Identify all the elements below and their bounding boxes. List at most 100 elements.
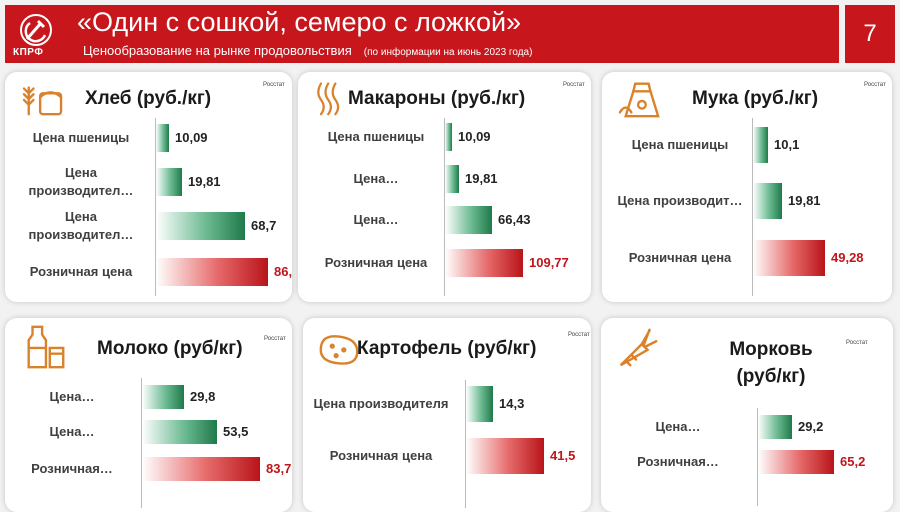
bar-row: Цена пшеницы 10,1 xyxy=(602,120,892,170)
bar-value: 41,5 xyxy=(550,448,576,463)
bar-row: Цена… 29,8 xyxy=(5,382,292,412)
chart-axis xyxy=(465,380,466,508)
card-milk: Молоко (руб/кг) Росстат Цена… 29,8 Цена… 53… xyxy=(5,318,292,512)
chart-axis xyxy=(444,118,445,296)
price-bar xyxy=(753,127,768,163)
source-label: Росстат xyxy=(563,82,585,88)
card-title: Мука (руб./кг) xyxy=(692,88,819,109)
bar-row: Цена пшеницы 10,09 xyxy=(5,118,292,158)
potato-icon xyxy=(319,335,359,365)
bar-value: 109,77 xyxy=(529,255,569,270)
card-title: Картофель (руб/кг) xyxy=(357,338,537,359)
source-label: Росстат xyxy=(846,340,868,346)
price-bar xyxy=(445,165,459,193)
carrot-icon xyxy=(619,328,658,367)
chart-axis xyxy=(141,378,142,508)
bar-label: Цена… xyxy=(353,171,399,186)
bar-label: Цена производителя xyxy=(313,396,449,411)
retail-price-bar xyxy=(156,258,268,286)
retail-price-bar xyxy=(466,438,544,474)
bar-row: Цена… 53,5 xyxy=(5,416,292,448)
retail-price-bar xyxy=(753,240,825,276)
chart-axis xyxy=(757,408,758,506)
bar-value: 19,81 xyxy=(188,174,221,189)
bar-row: Розничная… 65,2 xyxy=(601,448,893,476)
bar-value: 86,1 xyxy=(274,264,292,279)
source-label: Росстат xyxy=(568,332,590,338)
bar-row: Цена производител… 68,7 xyxy=(5,206,292,246)
bar-label: Розничная цена xyxy=(324,255,428,270)
bar-value: 68,7 xyxy=(251,218,277,233)
price-bar xyxy=(156,124,169,152)
bar-label: Цена пшеницы xyxy=(631,137,729,152)
card-title: Макароны (руб./кг) xyxy=(348,88,526,109)
bar-value: 19,81 xyxy=(465,171,498,186)
bar-label: Цена производител… xyxy=(28,209,134,242)
bar-row: Розничная цена 41,5 xyxy=(303,434,591,478)
card-title: Молоко (руб/кг) xyxy=(97,338,243,359)
price-bar xyxy=(142,385,184,409)
bar-row: Цена… 29,2 xyxy=(601,414,893,440)
bar-row: Розничная цена 86,1 xyxy=(5,252,292,292)
bar-label: Цена пшеницы xyxy=(32,130,130,145)
bread-icon xyxy=(22,86,63,116)
milk-icon xyxy=(27,325,65,369)
price-bar xyxy=(466,386,493,422)
source-label: Росстат xyxy=(263,82,285,88)
bar-row: Розничная… 83,7 xyxy=(5,452,292,486)
flour-icon xyxy=(618,82,660,118)
bar-value: 49,28 xyxy=(831,250,864,265)
bar-value: 65,2 xyxy=(840,454,866,469)
retail-price-bar xyxy=(445,249,523,277)
bar-value: 10,09 xyxy=(175,130,208,145)
price-bar xyxy=(156,212,245,240)
bar-row: Цена производител… 19,81 xyxy=(5,162,292,202)
page-subtitle: Ценообразование на рынке продовольствия (… xyxy=(83,43,532,58)
bar-label: Цена… xyxy=(655,419,701,434)
bar-row: Цена производителя 14,3 xyxy=(303,382,591,426)
bar-label: Цена пшеницы xyxy=(327,129,425,144)
price-bar xyxy=(142,420,217,444)
bar-label: Розничная цена xyxy=(628,250,732,265)
subtitle-note: (по информации на июнь 2023 года) xyxy=(363,47,533,58)
chart-axis xyxy=(155,118,156,296)
bar-value: 29,8 xyxy=(190,389,216,404)
card-flour: Мука (руб./кг) Росстат Цена пшеницы 10,1 Ц… xyxy=(602,72,892,302)
bar-row: Цена… 66,43 xyxy=(298,200,591,240)
bar-value: 19,81 xyxy=(788,193,821,208)
pasta-icon xyxy=(317,82,340,116)
bar-row: Розничная цена 109,77 xyxy=(298,242,591,284)
chart-axis xyxy=(752,118,753,296)
bar-row: Розничная цена 49,28 xyxy=(602,232,892,284)
bar-value: 14,3 xyxy=(499,396,525,411)
retail-price-bar xyxy=(758,450,834,474)
bar-label: Розничная… xyxy=(637,454,719,469)
bar-value: 83,7 xyxy=(266,461,292,476)
subtitle-text: Ценообразование на рынке продовольствия xyxy=(83,43,352,58)
source-label: Росстат xyxy=(864,82,886,88)
bar-label: Цена… xyxy=(353,212,399,227)
bar-value: 10,1 xyxy=(774,137,800,152)
bar-label: Цена… xyxy=(49,424,95,439)
card-title: Морковь (руб/кг) xyxy=(729,339,813,387)
bar-row: Цена… 19,81 xyxy=(298,160,591,198)
bar-label: Розничная… xyxy=(31,461,113,476)
retail-price-bar xyxy=(142,457,260,481)
bar-label: Розничная цена xyxy=(329,448,433,463)
bar-value: 53,5 xyxy=(223,424,249,439)
price-bar xyxy=(445,206,492,234)
bar-label: Розничная цена xyxy=(29,264,133,279)
card-title: Хлеб (руб./кг) xyxy=(85,88,212,109)
bar-value: 10,09 xyxy=(458,129,491,144)
bar-label: Цена производител… xyxy=(28,165,134,198)
price-bar xyxy=(156,168,182,196)
header-banner: КПРФ «Один с сошкой, семеро с ложкой» Це… xyxy=(5,5,839,63)
card-bread: Хлеб (руб./кг) Росстат Цена пшеницы 10,09… xyxy=(5,72,292,302)
bar-row: Цена производит… 19,81 xyxy=(602,176,892,226)
party-logo-text: КПРФ xyxy=(13,47,44,58)
bar-value: 66,43 xyxy=(498,212,531,227)
bar-label: Цена… xyxy=(49,389,95,404)
price-bar xyxy=(753,183,782,219)
hammer-sickle-icon xyxy=(20,14,52,46)
card-pasta: Макароны (руб./кг) Росстат Цена пшеницы 1… xyxy=(298,72,591,302)
